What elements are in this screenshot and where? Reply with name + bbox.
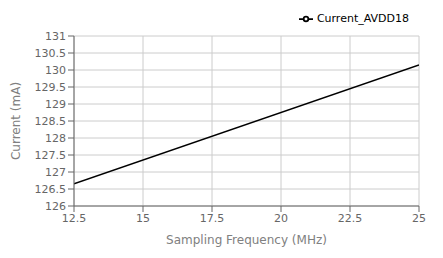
svg-text:15: 15 (136, 212, 150, 225)
svg-text:130: 130 (45, 64, 66, 77)
svg-text:131: 131 (45, 30, 66, 43)
svg-text:20: 20 (274, 212, 288, 225)
svg-text:129: 129 (45, 98, 66, 111)
html-text:Current_AVDD18: Current_AVDD18 (316, 12, 409, 25)
svg-text:126.5: 126.5 (35, 183, 67, 196)
svg-text:126: 126 (45, 200, 66, 213)
svg-text:127.5: 127.5 (35, 149, 67, 162)
svg-text:22.5: 22.5 (338, 212, 363, 225)
svg-text:12.5: 12.5 (62, 212, 87, 225)
svg-text:17.5: 17.5 (200, 212, 225, 225)
svg-text:127: 127 (45, 166, 66, 179)
svg-text:129.5: 129.5 (35, 81, 67, 94)
svg-text:Sampling Frequency (MHz): Sampling Frequency (MHz) (166, 233, 327, 247)
svg-text:Current (mA): Current (mA) (9, 82, 23, 160)
svg-text:128.5: 128.5 (35, 115, 67, 128)
svg-text:128: 128 (45, 132, 66, 145)
svg-text:25: 25 (412, 212, 426, 225)
svg-text:130.5: 130.5 (35, 47, 67, 60)
